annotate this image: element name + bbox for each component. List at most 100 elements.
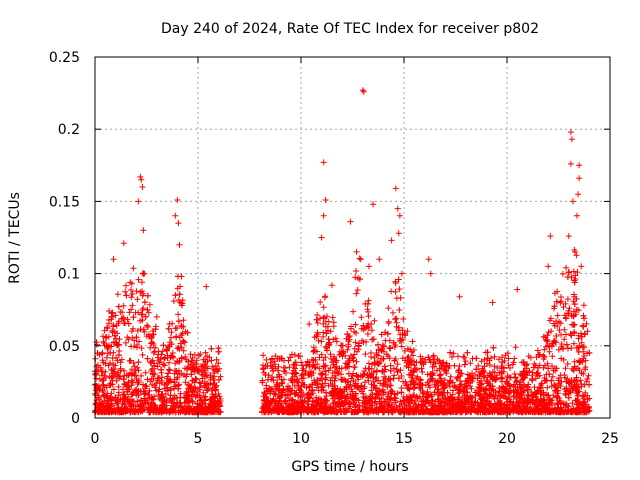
data-point (139, 279, 145, 285)
data-point (166, 326, 172, 332)
data-point (574, 213, 580, 219)
data-point (166, 367, 172, 373)
data-point (129, 302, 135, 308)
data-point (512, 371, 518, 377)
data-point (448, 374, 454, 380)
data-point (396, 286, 402, 292)
data-point (450, 388, 456, 394)
data-point (392, 316, 398, 322)
data-point (322, 294, 328, 300)
x-tick-label: 20 (498, 431, 516, 447)
data-point (394, 295, 400, 301)
data-point (578, 377, 584, 383)
data-point (263, 357, 269, 363)
data-point (128, 287, 134, 293)
data-point (411, 386, 417, 392)
data-point (532, 384, 538, 390)
data-point (410, 352, 416, 358)
data-point (138, 177, 144, 183)
x-tick-label: 25 (601, 431, 619, 447)
data-point (375, 342, 381, 348)
data-point (566, 233, 572, 239)
data-point (543, 338, 549, 344)
data-point (100, 333, 106, 339)
data-point (393, 315, 399, 321)
data-point (376, 256, 382, 262)
data-point (366, 298, 372, 304)
data-point (573, 252, 579, 258)
data-point (357, 255, 363, 261)
data-point (452, 363, 458, 369)
data-point (462, 362, 468, 368)
data-point (572, 359, 578, 365)
data-point (162, 362, 168, 368)
y-axis-label: ROTI / TECUs (7, 192, 23, 284)
data-point (140, 227, 146, 233)
data-point (410, 339, 416, 345)
data-point (137, 174, 143, 180)
data-point (490, 300, 496, 306)
data-point (353, 268, 359, 274)
data-point (556, 347, 562, 353)
data-point (354, 359, 360, 365)
data-point (426, 256, 432, 262)
data-point (323, 197, 329, 203)
data-points (92, 87, 592, 415)
data-point (318, 372, 324, 378)
data-point (393, 280, 399, 286)
data-point (461, 354, 467, 360)
data-point (145, 324, 151, 330)
data-point (172, 292, 178, 298)
data-point (572, 301, 578, 307)
data-point (168, 335, 174, 341)
data-point (387, 345, 393, 351)
chart-title: Day 240 of 2024, Rate Of TEC Index for r… (161, 21, 539, 37)
data-point (134, 296, 140, 302)
data-point (576, 175, 582, 181)
data-point (143, 370, 149, 376)
data-point (455, 353, 461, 359)
y-tick-label: 0 (71, 411, 80, 427)
data-point (331, 323, 337, 329)
data-point (386, 319, 392, 325)
data-point (319, 235, 325, 241)
data-point (398, 367, 404, 373)
data-point (203, 284, 209, 290)
data-point (174, 197, 180, 203)
data-point (179, 274, 185, 280)
data-point (580, 344, 586, 350)
data-point (161, 356, 167, 362)
data-point (369, 337, 375, 343)
data-point (366, 263, 372, 269)
data-point (464, 350, 470, 356)
data-point (546, 349, 552, 355)
data-point (175, 220, 181, 226)
data-point (282, 365, 288, 371)
data-point (177, 291, 183, 297)
data-point (514, 287, 520, 293)
data-point (368, 350, 374, 356)
data-point (140, 352, 146, 358)
data-point (320, 371, 326, 377)
data-point (544, 385, 550, 391)
data-point (352, 364, 358, 370)
data-point (350, 309, 356, 315)
x-axis-label: GPS time / hours (291, 459, 408, 475)
data-point (360, 87, 366, 93)
data-point (306, 321, 312, 327)
data-point (128, 344, 134, 350)
data-point (123, 283, 129, 289)
data-point (298, 359, 304, 365)
data-point (164, 348, 170, 354)
x-tick-label: 5 (194, 431, 203, 447)
data-point (158, 367, 164, 373)
data-point (555, 313, 561, 319)
data-point (580, 324, 586, 330)
data-point (549, 353, 555, 359)
data-point (121, 376, 127, 382)
data-point (123, 340, 129, 346)
data-point (180, 317, 186, 323)
data-point (568, 161, 574, 167)
data-point (581, 302, 587, 308)
data-point (396, 307, 402, 313)
